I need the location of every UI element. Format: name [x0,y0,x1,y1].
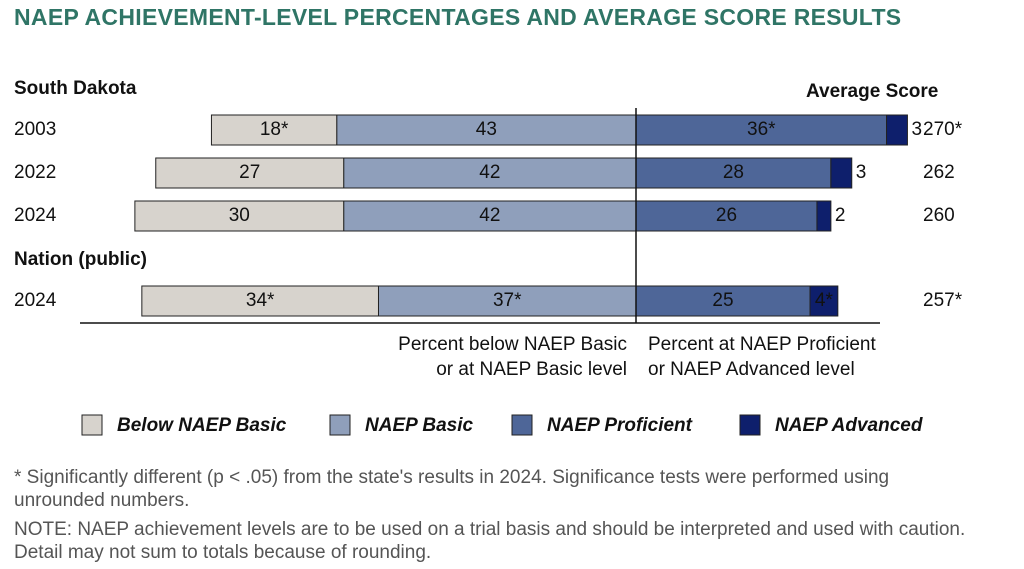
legend-swatch [329,414,351,436]
value-label: 3 [911,119,922,140]
average-score: 270* [923,119,963,140]
value-label: 28 [723,162,744,183]
legend-swatch [739,414,761,436]
axis-caption: Percent below NAEP Basic [398,334,627,355]
axis-caption: or at NAEP Basic level [436,359,627,380]
value-label: 30 [229,205,250,226]
value-label: 34* [246,290,275,311]
value-label: 2 [835,205,846,226]
legend-label: NAEP Proficient [547,415,693,436]
legend-label: Below NAEP Basic [117,415,287,436]
average-score: 260 [923,205,955,226]
bar-segment [134,200,345,232]
bar-segment [635,157,832,189]
value-label: 4* [815,290,834,311]
bar-segment [830,157,853,189]
bar-segment [210,114,338,146]
bar-segment [816,200,832,232]
bar-segment [635,285,811,317]
value-label: 25 [712,290,733,311]
value-label: 42 [479,205,500,226]
group-label: Nation (public) [14,249,147,270]
legend-label: NAEP Advanced [775,415,923,436]
bar-segment [343,200,637,232]
row-label: 2024 [14,290,57,311]
average-score: 257* [923,290,963,311]
bar-segment [141,285,379,317]
group-label: South Dakota [14,78,137,99]
legend-swatch [511,414,533,436]
value-label: 27 [239,162,260,183]
average-score: 262 [923,162,955,183]
footnote: NOTE: NAEP achievement levels are to be … [14,519,966,563]
bar-segment [809,285,839,317]
legend-label: NAEP Basic [365,415,473,436]
row-label: 2022 [14,162,56,183]
bar-segment [886,114,908,146]
value-label: 26 [716,205,737,226]
chart-title: NAEP ACHIEVEMENT-LEVEL PERCENTAGES AND A… [14,4,902,30]
bar-segment [155,157,345,189]
value-label: 37* [493,290,522,311]
axis-caption: or NAEP Advanced level [648,359,855,380]
value-label: 36* [747,119,776,140]
value-label: 43 [476,119,497,140]
bar-segment [343,157,637,189]
value-label: 18* [260,119,289,140]
legend-swatch [81,414,103,436]
footnote: * Significantly different (p < .05) from… [14,467,890,511]
value-label: 3 [856,162,867,183]
axis-caption: Percent at NAEP Proficient [648,334,876,355]
row-label: 2024 [14,205,57,226]
row-label: 2003 [14,119,56,140]
score-header: Average Score [806,81,938,102]
bar-segment [377,285,637,317]
value-label: 42 [479,162,500,183]
